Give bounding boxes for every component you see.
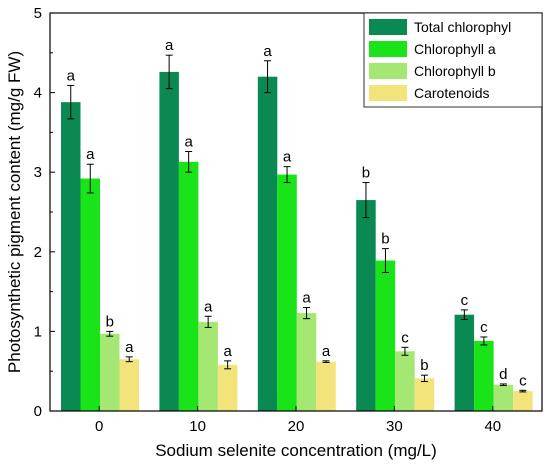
error-bar bbox=[86, 163, 94, 194]
x-tick-label: 20 bbox=[288, 418, 305, 435]
error-bar bbox=[283, 166, 291, 184]
bar-carotenoids-10 bbox=[217, 364, 238, 411]
significance-label: c bbox=[480, 319, 488, 336]
error-bar bbox=[185, 151, 193, 173]
error-bar bbox=[264, 60, 272, 94]
legend-swatch bbox=[369, 41, 407, 57]
significance-label: a bbox=[223, 343, 232, 360]
significance-label: c bbox=[401, 329, 409, 346]
bar-chlorophyll-b-10 bbox=[198, 321, 218, 411]
error-bar bbox=[303, 307, 311, 320]
bar-chlorophyll-a-20 bbox=[277, 174, 297, 411]
y-tick-label: 0 bbox=[34, 403, 42, 420]
error-bar bbox=[499, 383, 507, 387]
bar-chlorophyll-a-30 bbox=[375, 260, 396, 411]
significance-label: a bbox=[125, 339, 134, 356]
x-tick-label: 0 bbox=[95, 418, 103, 435]
bar-chlorophyll-b-30 bbox=[395, 351, 415, 411]
y-tick-label: 2 bbox=[34, 244, 42, 261]
y-tick-label: 4 bbox=[34, 85, 42, 102]
bar-total-chlorophyl-10 bbox=[159, 71, 179, 412]
significance-label: a bbox=[283, 149, 292, 166]
legend-label: Chlorophyll a bbox=[414, 41, 496, 57]
bar-carotenoids-40 bbox=[513, 391, 533, 411]
bar-chlorophyll-b-0 bbox=[100, 333, 120, 411]
legend-swatch bbox=[369, 63, 407, 79]
error-bar bbox=[67, 84, 75, 120]
significance-label: b bbox=[381, 231, 389, 248]
y-tick-label: 1 bbox=[34, 323, 42, 340]
error-bar bbox=[165, 54, 173, 90]
bar-total-chlorophyl-0 bbox=[61, 102, 81, 411]
bar-chlorophyll-a-10 bbox=[178, 161, 199, 411]
error-bar bbox=[460, 309, 468, 320]
error-bar bbox=[420, 374, 428, 383]
significance-label: b bbox=[106, 313, 114, 330]
x-tick-label: 10 bbox=[189, 418, 206, 435]
legend-swatch bbox=[369, 19, 407, 35]
y-tick-label: 3 bbox=[34, 164, 42, 181]
bar-chlorophyll-a-0 bbox=[80, 178, 100, 411]
bar-total-chlorophyl-30 bbox=[356, 200, 376, 411]
axes-layer: 0 10 20 30 40 0 1 2 3 4 5 bbox=[34, 5, 501, 435]
significance-label: c bbox=[461, 292, 469, 309]
error-bar bbox=[322, 360, 330, 363]
y-tick-label: 5 bbox=[34, 5, 42, 22]
legend-label: Carotenoids bbox=[414, 85, 490, 101]
legend-label: Total chlorophyl bbox=[414, 19, 511, 35]
significance-label: b bbox=[362, 165, 370, 182]
error-bar bbox=[480, 336, 488, 346]
error-bar bbox=[362, 182, 370, 219]
bar-chlorophyll-b-20 bbox=[296, 313, 317, 411]
error-bars-layer bbox=[67, 54, 527, 393]
error-bar bbox=[381, 248, 389, 273]
error-bar bbox=[401, 346, 409, 356]
bars-layer bbox=[61, 71, 533, 412]
bar-chlorophyll-a-40 bbox=[474, 340, 494, 411]
bar-carotenoids-30 bbox=[414, 378, 435, 411]
significance-label: a bbox=[86, 146, 95, 163]
x-axis-title: Sodium selenite concentration (mg/L) bbox=[155, 441, 437, 460]
bar-carotenoids-20 bbox=[316, 361, 336, 411]
bar-total-chlorophyl-20 bbox=[257, 76, 278, 412]
x-tick-label: 30 bbox=[386, 418, 403, 435]
legend-swatch bbox=[369, 85, 407, 101]
error-bar bbox=[204, 315, 212, 328]
error-bar bbox=[125, 356, 133, 363]
legend-label: Chlorophyll b bbox=[414, 63, 496, 79]
significance-label: a bbox=[263, 43, 272, 60]
x-tick-label: 40 bbox=[484, 418, 501, 435]
bar-chlorophyll-b-40 bbox=[493, 384, 514, 411]
significance-label: d bbox=[499, 366, 507, 383]
significance-label: a bbox=[322, 343, 331, 360]
significance-label: a bbox=[204, 298, 213, 315]
error-bar bbox=[519, 389, 527, 393]
significance-label: a bbox=[67, 67, 76, 84]
error-bar bbox=[224, 360, 232, 370]
significance-label: c bbox=[519, 372, 527, 389]
bar-carotenoids-0 bbox=[119, 359, 139, 411]
significance-label: a bbox=[184, 134, 193, 151]
bar-total-chlorophyl-40 bbox=[454, 314, 475, 411]
error-bar bbox=[106, 330, 114, 337]
legend: Total chlorophyl Chlorophyll a Chlorophyll… bbox=[363, 12, 543, 108]
y-axis-title: Photosynthetic pigment content (mg/g FW) bbox=[5, 51, 24, 373]
significance-label: b bbox=[420, 357, 428, 374]
significance-label: a bbox=[165, 37, 174, 54]
significance-label: a bbox=[302, 290, 311, 307]
